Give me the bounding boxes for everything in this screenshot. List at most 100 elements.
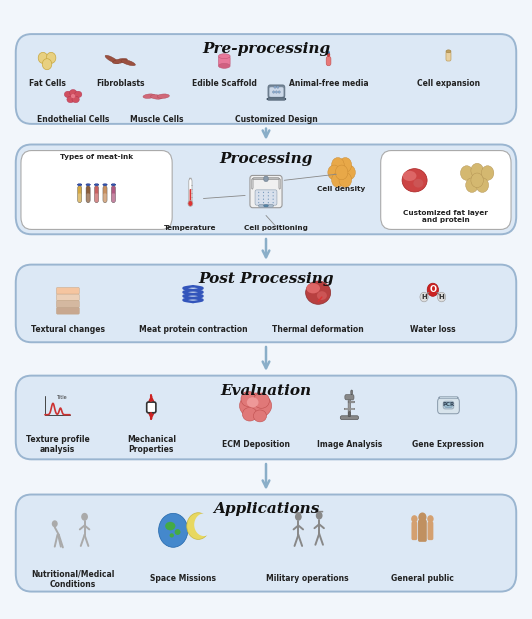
Ellipse shape bbox=[194, 513, 214, 536]
Ellipse shape bbox=[268, 199, 269, 200]
FancyBboxPatch shape bbox=[86, 193, 90, 202]
Ellipse shape bbox=[187, 513, 210, 539]
FancyBboxPatch shape bbox=[78, 193, 81, 202]
Ellipse shape bbox=[278, 91, 280, 93]
FancyBboxPatch shape bbox=[428, 521, 434, 540]
Ellipse shape bbox=[328, 165, 340, 180]
Ellipse shape bbox=[258, 199, 259, 200]
Text: Edible Scaffold: Edible Scaffold bbox=[192, 79, 257, 88]
FancyBboxPatch shape bbox=[56, 287, 79, 294]
FancyBboxPatch shape bbox=[16, 264, 516, 342]
FancyBboxPatch shape bbox=[21, 150, 172, 230]
Ellipse shape bbox=[64, 91, 72, 98]
FancyBboxPatch shape bbox=[268, 85, 285, 98]
FancyBboxPatch shape bbox=[95, 186, 98, 202]
Text: Endothelial Cells: Endothelial Cells bbox=[37, 115, 109, 124]
Ellipse shape bbox=[437, 292, 446, 302]
FancyBboxPatch shape bbox=[445, 403, 452, 407]
Text: Applications: Applications bbox=[213, 503, 319, 516]
Ellipse shape bbox=[316, 512, 322, 519]
Ellipse shape bbox=[275, 91, 278, 93]
Ellipse shape bbox=[461, 166, 473, 180]
Text: Texture profile
analysis: Texture profile analysis bbox=[26, 435, 89, 454]
FancyBboxPatch shape bbox=[56, 301, 79, 308]
Ellipse shape bbox=[427, 515, 434, 522]
Text: General public: General public bbox=[391, 574, 454, 584]
Text: Animal-free media: Animal-free media bbox=[289, 79, 368, 88]
Ellipse shape bbox=[247, 397, 259, 407]
Text: Muscle Cells: Muscle Cells bbox=[130, 115, 183, 124]
FancyBboxPatch shape bbox=[56, 308, 79, 314]
Ellipse shape bbox=[219, 64, 230, 68]
FancyBboxPatch shape bbox=[443, 401, 454, 409]
Ellipse shape bbox=[277, 86, 279, 89]
Text: Evaluation: Evaluation bbox=[220, 384, 312, 397]
Text: Mechanical
Properties: Mechanical Properties bbox=[127, 435, 176, 454]
Ellipse shape bbox=[306, 284, 320, 293]
Text: Space Missions: Space Missions bbox=[149, 574, 215, 584]
FancyBboxPatch shape bbox=[16, 34, 516, 124]
FancyBboxPatch shape bbox=[267, 98, 286, 100]
FancyBboxPatch shape bbox=[438, 398, 459, 413]
Ellipse shape bbox=[471, 163, 484, 178]
FancyBboxPatch shape bbox=[78, 186, 82, 202]
Text: Pre-processing: Pre-processing bbox=[202, 42, 330, 56]
Ellipse shape bbox=[263, 199, 264, 200]
Ellipse shape bbox=[305, 281, 331, 305]
FancyBboxPatch shape bbox=[446, 51, 451, 61]
Ellipse shape bbox=[268, 202, 269, 203]
Ellipse shape bbox=[471, 173, 484, 188]
Text: Cell density: Cell density bbox=[318, 186, 365, 193]
Ellipse shape bbox=[268, 195, 269, 196]
FancyBboxPatch shape bbox=[103, 193, 107, 202]
Text: Temperature: Temperature bbox=[164, 225, 217, 232]
Ellipse shape bbox=[413, 179, 423, 188]
Ellipse shape bbox=[258, 195, 259, 196]
Ellipse shape bbox=[481, 166, 494, 180]
Ellipse shape bbox=[159, 513, 188, 547]
Ellipse shape bbox=[403, 171, 417, 181]
FancyBboxPatch shape bbox=[86, 184, 90, 186]
FancyBboxPatch shape bbox=[111, 186, 115, 202]
Ellipse shape bbox=[165, 522, 176, 530]
Text: Thermal deformation: Thermal deformation bbox=[272, 324, 364, 334]
Ellipse shape bbox=[253, 393, 269, 409]
Ellipse shape bbox=[42, 59, 52, 70]
FancyBboxPatch shape bbox=[264, 205, 268, 207]
FancyBboxPatch shape bbox=[78, 184, 82, 186]
Text: Cell positioning: Cell positioning bbox=[245, 225, 309, 232]
Ellipse shape bbox=[420, 292, 428, 302]
Text: Fat Cells: Fat Cells bbox=[29, 79, 65, 88]
Text: Meat protein contraction: Meat protein contraction bbox=[139, 324, 247, 334]
Ellipse shape bbox=[241, 391, 255, 407]
FancyBboxPatch shape bbox=[112, 193, 115, 202]
FancyBboxPatch shape bbox=[294, 512, 302, 514]
Text: Military operations: Military operations bbox=[267, 574, 349, 584]
Ellipse shape bbox=[466, 178, 478, 193]
Ellipse shape bbox=[263, 202, 264, 203]
FancyBboxPatch shape bbox=[418, 520, 427, 542]
FancyBboxPatch shape bbox=[255, 190, 277, 205]
Text: Customized fat layer
and protein: Customized fat layer and protein bbox=[403, 210, 488, 223]
Text: Water loss: Water loss bbox=[410, 324, 455, 334]
Ellipse shape bbox=[274, 86, 276, 89]
Ellipse shape bbox=[402, 168, 427, 192]
Ellipse shape bbox=[427, 284, 438, 297]
FancyBboxPatch shape bbox=[252, 179, 253, 189]
FancyBboxPatch shape bbox=[16, 495, 516, 592]
FancyBboxPatch shape bbox=[147, 402, 156, 413]
FancyBboxPatch shape bbox=[219, 56, 230, 66]
Ellipse shape bbox=[343, 165, 355, 180]
Ellipse shape bbox=[411, 515, 418, 522]
Ellipse shape bbox=[317, 291, 327, 300]
Ellipse shape bbox=[258, 202, 259, 203]
FancyBboxPatch shape bbox=[328, 51, 330, 53]
Ellipse shape bbox=[105, 55, 119, 64]
Text: Cell expansion: Cell expansion bbox=[417, 79, 480, 88]
FancyBboxPatch shape bbox=[345, 394, 354, 400]
Ellipse shape bbox=[81, 513, 88, 521]
FancyBboxPatch shape bbox=[95, 184, 98, 186]
Text: Post Processing: Post Processing bbox=[198, 272, 334, 287]
FancyBboxPatch shape bbox=[344, 408, 355, 410]
FancyBboxPatch shape bbox=[351, 390, 353, 394]
